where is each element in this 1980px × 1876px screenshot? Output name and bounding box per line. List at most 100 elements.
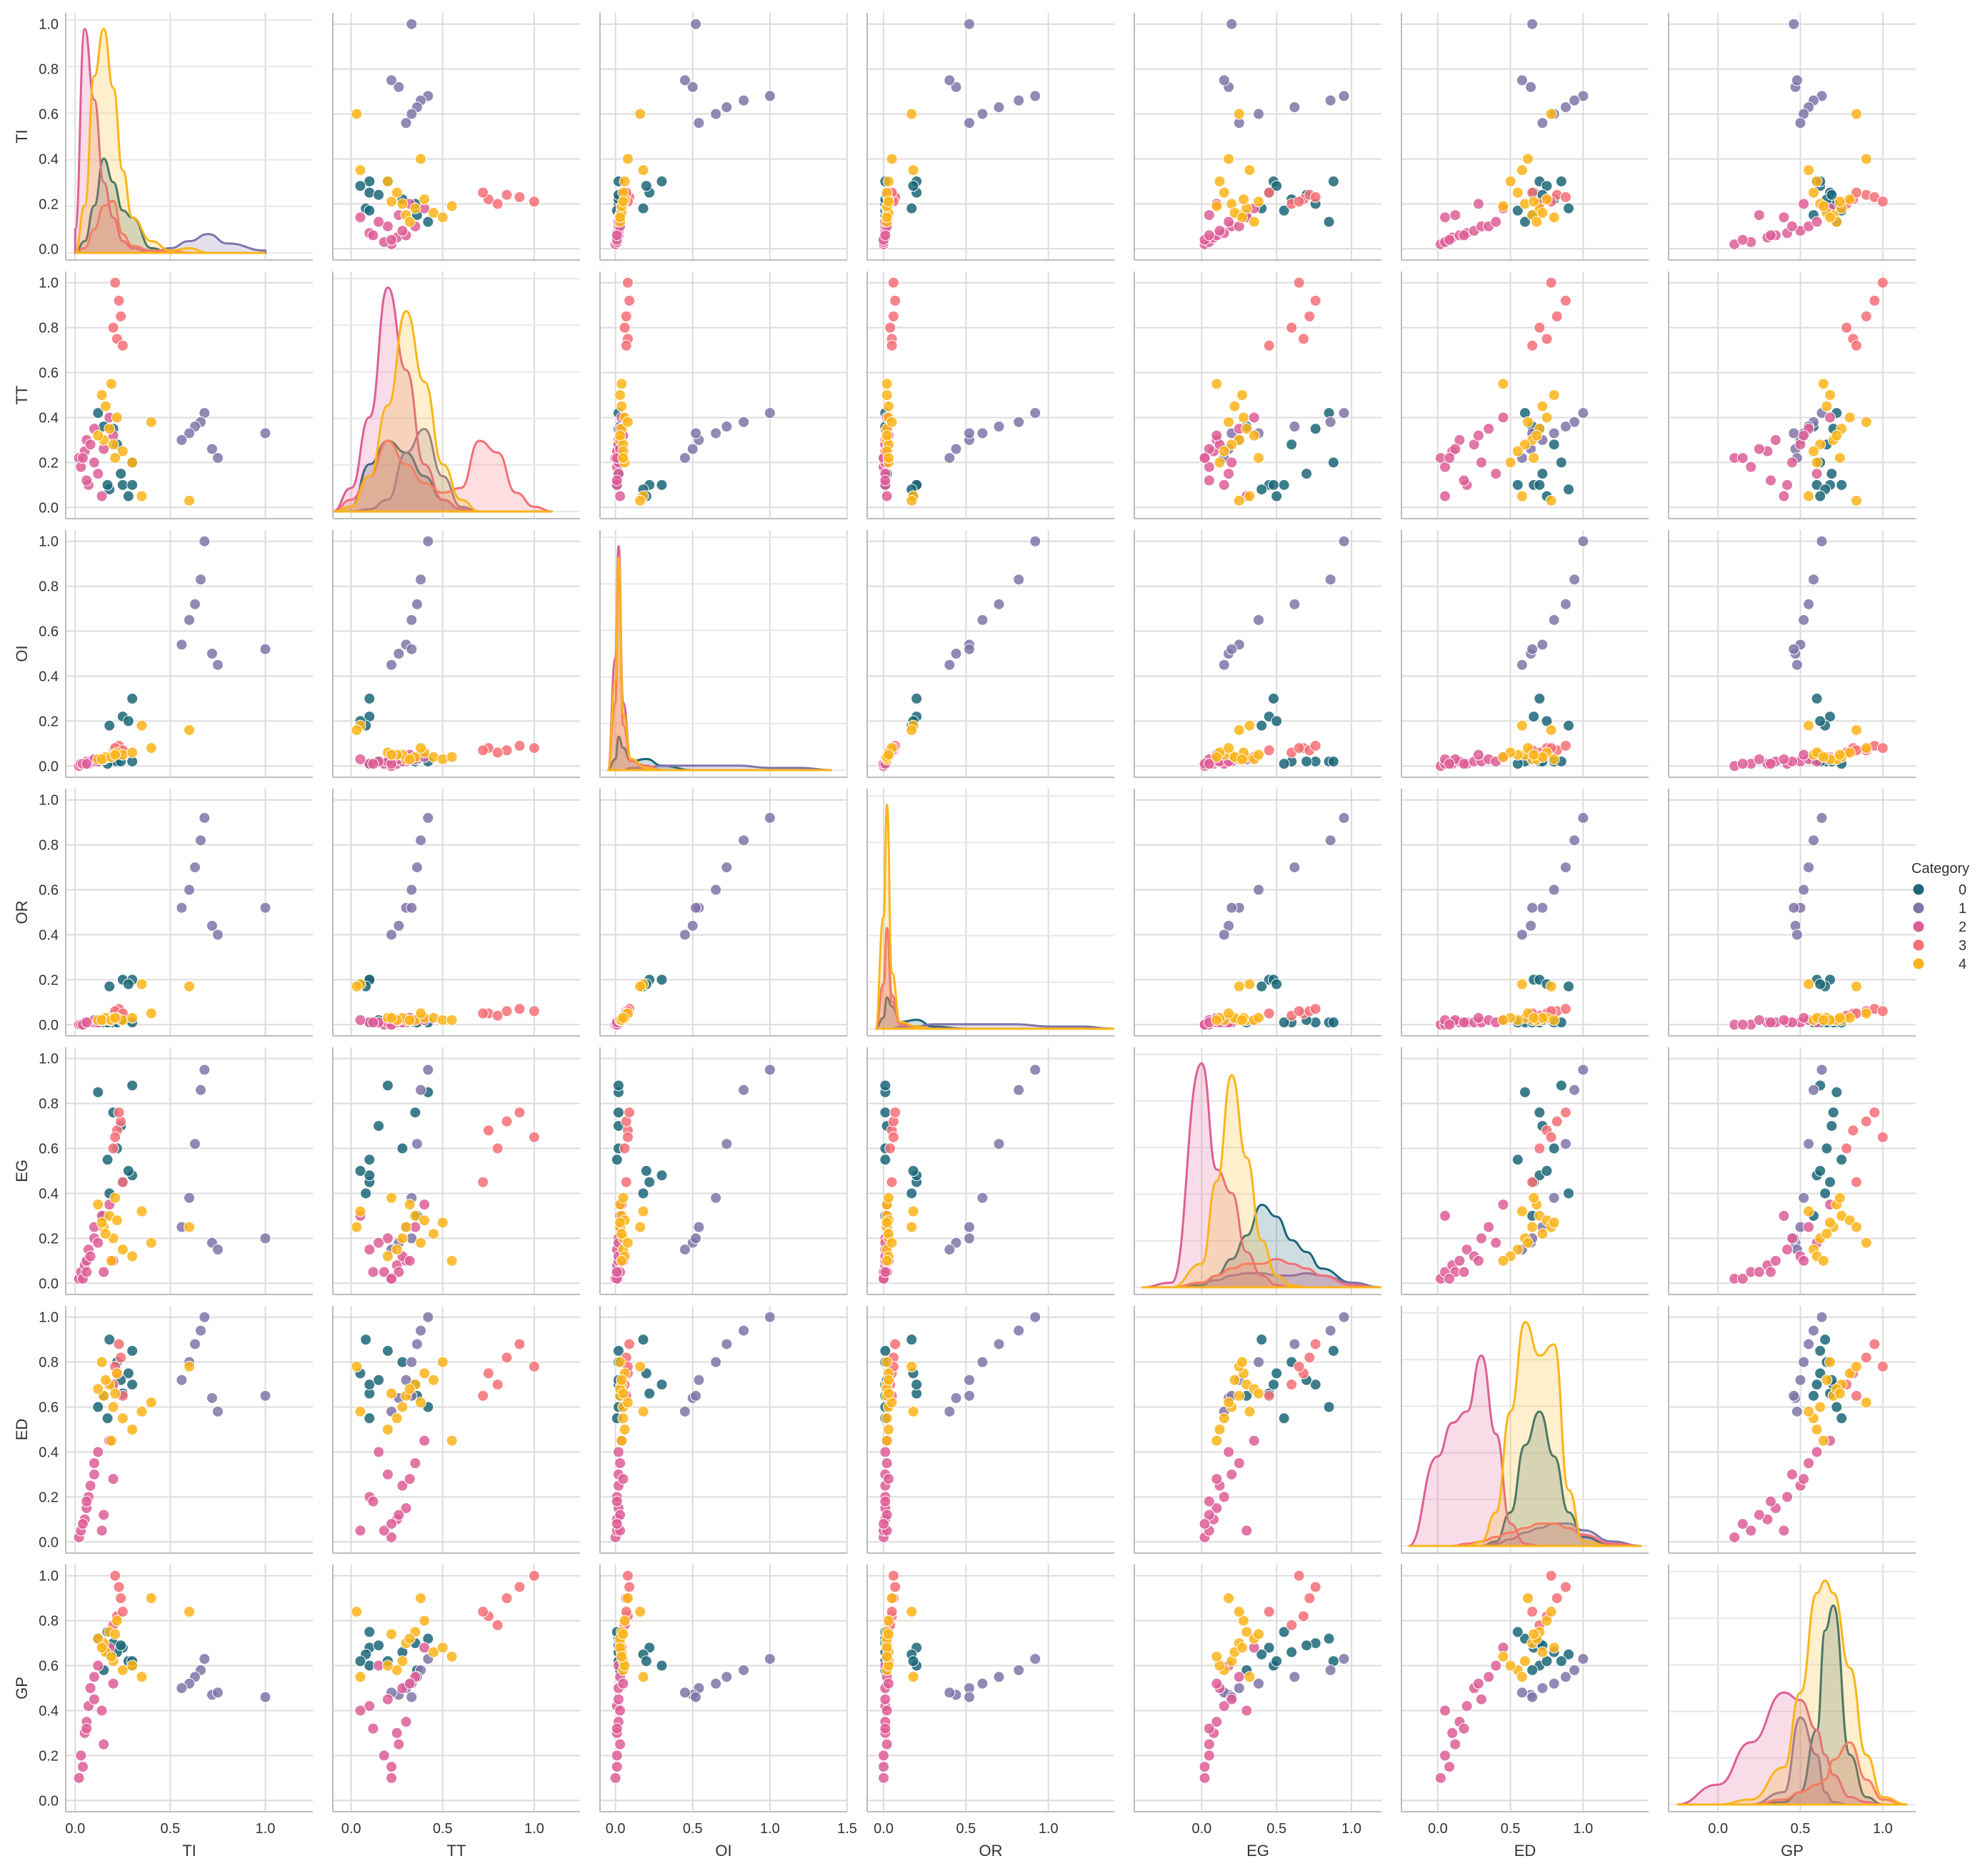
panel-EG-GP	[1668, 1047, 1916, 1295]
scatter-point-category-2	[614, 1738, 626, 1750]
panel-GP-ED: 0.0 0.5 1.0 ED	[1401, 1565, 1649, 1860]
scatter-point-category-4	[1860, 153, 1872, 165]
density-curve-category-4	[1141, 1074, 1381, 1289]
scatter-point-category-4	[882, 1387, 894, 1399]
scatter-point-category-3	[1304, 1352, 1316, 1364]
scatter-point-category-4	[1528, 749, 1540, 761]
scatter-point-category-4	[351, 1606, 363, 1618]
scatter-point-category-1	[1223, 919, 1235, 932]
scatter-point-category-0	[1541, 1165, 1553, 1177]
y-tick-label: 1.0	[39, 1569, 59, 1585]
scatter-point-category-0	[637, 1334, 649, 1346]
scatter-point-category-0	[1827, 1107, 1839, 1119]
scatter-point-category-4	[1834, 749, 1846, 761]
scatter-point-category-3	[1534, 321, 1546, 334]
scatter-point-category-4	[1511, 186, 1524, 199]
density-curve-category-4	[1409, 1321, 1641, 1547]
scatter-point-category-4	[886, 1592, 898, 1605]
scatter-point-category-0	[637, 1187, 649, 1199]
scatter-point-category-1	[693, 1221, 705, 1233]
scatter-point-category-1	[1536, 902, 1549, 914]
scatter-point-category-4	[1516, 978, 1528, 990]
scatter-point-category-3	[1297, 333, 1309, 345]
scatter-point-category-0	[1555, 1655, 1567, 1667]
scatter-point-category-3	[491, 1619, 504, 1631]
scatter-point-category-4	[617, 1192, 629, 1204]
scatter-point-category-0	[656, 974, 668, 986]
scatter-point-category-1	[964, 1691, 976, 1703]
scatter-point-category-2	[1781, 1491, 1794, 1503]
scatter-point-category-2	[1483, 423, 1495, 435]
scatter-point-category-1	[1577, 812, 1589, 824]
x-tick-label: 0.0	[874, 1821, 894, 1837]
scatter-point-category-4	[126, 1660, 139, 1672]
y-tick-label: 0.0	[39, 759, 59, 774]
scatter-point-category-4	[1223, 1007, 1235, 1019]
scatter-point-category-2	[381, 220, 394, 232]
scatter-point-category-0	[364, 204, 376, 216]
scatter-point-category-3	[1860, 1352, 1872, 1364]
y-axis-label: ED	[13, 1419, 31, 1441]
scatter-point-category-0	[637, 202, 649, 214]
scatter-point-category-0	[373, 189, 385, 201]
scatter-point-category-3	[1559, 294, 1571, 306]
scatter-point-category-4	[1497, 1254, 1509, 1267]
scatter-point-category-1	[686, 919, 699, 932]
scatter-point-category-0	[911, 692, 923, 704]
scatter-point-category-0	[122, 490, 134, 502]
y-tick-label: 0.2	[39, 1748, 59, 1764]
scatter-point-category-2	[612, 1693, 624, 1705]
scatter-point-category-1	[211, 659, 224, 671]
scatter-point-category-4	[1860, 1237, 1872, 1249]
scatter-point-category-4	[1223, 742, 1235, 754]
panel-background	[333, 530, 580, 777]
scatter-point-category-4	[1522, 1592, 1534, 1605]
scatter-point-category-4	[1516, 164, 1528, 176]
scatter-point-category-2	[1811, 216, 1823, 228]
scatter-point-category-2	[879, 474, 891, 487]
scatter-point-category-1	[1569, 834, 1581, 847]
scatter-point-category-2	[1798, 1254, 1810, 1267]
scatter-point-category-0	[1301, 1640, 1313, 1652]
scatter-point-category-1	[406, 108, 418, 120]
scatter-point-category-4	[1238, 1615, 1250, 1627]
scatter-point-category-2	[1753, 1014, 1765, 1026]
scatter-point-category-1	[964, 643, 976, 655]
y-tick-label: 0.6	[39, 624, 59, 640]
scatter-point-category-4	[616, 1374, 628, 1386]
scatter-point-category-3	[491, 1142, 504, 1154]
panel-background	[867, 530, 1114, 777]
scatter-point-category-1	[176, 1682, 188, 1694]
scatter-point-category-4	[1253, 196, 1265, 208]
scatter-point-category-4	[1519, 1655, 1531, 1667]
scatter-point-category-2	[1458, 1017, 1470, 1029]
density-curve-category-3	[1141, 1257, 1382, 1289]
scatter-point-category-2	[404, 1677, 416, 1690]
scatter-point-category-2	[1781, 1244, 1794, 1256]
scatter-point-category-0	[1526, 1664, 1539, 1676]
scatter-point-category-0	[1819, 1187, 1831, 1199]
panel-background	[333, 789, 580, 1036]
scatter-point-category-1	[1791, 659, 1803, 671]
scatter-point-category-2	[1223, 1446, 1235, 1458]
scatter-point-category-4	[1821, 1374, 1833, 1386]
scatter-point-category-3	[619, 321, 631, 334]
scatter-point-category-0	[1309, 423, 1321, 435]
scatter-point-category-4	[436, 1642, 449, 1654]
scatter-point-category-3	[107, 1142, 119, 1154]
scatter-point-category-2	[1203, 461, 1215, 473]
scatter-point-category-2	[1444, 1761, 1456, 1773]
scatter-point-category-0	[1534, 692, 1546, 704]
scatter-point-category-0	[381, 1344, 394, 1357]
scatter-point-category-1	[1791, 1405, 1803, 1417]
scatter-point-category-3	[1850, 339, 1862, 351]
scatter-point-category-1	[1253, 108, 1265, 120]
scatter-point-category-4	[1803, 1405, 1815, 1417]
scatter-point-category-1	[1226, 902, 1238, 914]
scatter-point-category-3	[1841, 1142, 1853, 1154]
scatter-point-category-1	[1798, 1356, 1810, 1368]
scatter-point-category-0	[1271, 180, 1283, 192]
y-tick-label: 0.0	[39, 500, 59, 516]
scatter-point-category-2	[611, 1750, 623, 1762]
scatter-point-category-0	[656, 175, 668, 187]
